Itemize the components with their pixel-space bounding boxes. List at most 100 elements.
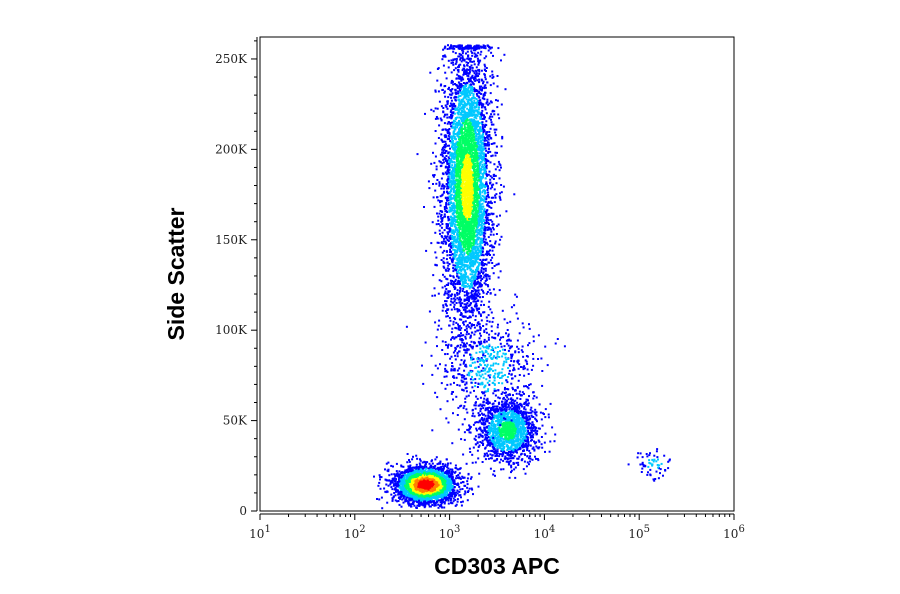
event-dot [463,172,466,175]
event-dot [470,100,473,103]
event-dot [452,398,454,401]
event-dot [478,170,481,173]
event-dot [450,368,453,371]
event-dot [464,248,467,251]
event-dot [449,151,451,154]
event-dot [481,264,484,267]
event-dot [445,225,448,228]
event-dot [468,66,471,68]
event-dot [459,130,462,133]
event-dot [464,233,467,236]
event-dot [463,303,466,306]
event-dot [442,306,445,309]
event-dot [477,295,479,298]
event-dot [439,195,442,198]
event-dot [461,55,464,58]
event-dot [448,165,451,167]
event-dot [453,119,455,122]
event-dot [466,302,469,305]
event-dot [474,305,477,308]
event-dot [471,89,474,92]
event-dot [488,277,491,280]
event-dot [441,223,444,225]
event-dot [457,216,460,219]
event-dot [476,89,479,92]
event-dot [482,290,484,293]
event-dot [460,79,463,82]
event-dot [471,189,474,192]
event-dot [456,208,459,211]
event-dot [457,221,460,224]
event-dot [468,235,471,238]
event-dot [441,183,444,186]
event-dot [453,157,456,160]
event-dot [442,187,445,190]
event-dot [486,254,489,257]
event-dot [471,178,474,181]
event-dot [450,344,453,347]
event-dot [471,182,474,185]
event-dot [445,159,447,162]
event-dot [464,282,467,285]
event-dot [458,143,461,146]
event-dot [445,250,448,253]
event-dot [445,288,448,290]
event-dot [464,123,467,125]
event-dot [483,274,486,277]
event-dot [472,239,475,242]
event-dot [459,107,462,110]
event-dot [466,119,468,122]
event-dot [467,171,470,174]
event-dot [468,218,470,220]
event-dot [469,189,472,192]
event-dot [473,163,475,166]
event-dot [462,110,465,113]
event-dot [467,96,470,99]
event-dot [483,172,486,174]
event-dot [454,354,457,357]
event-dot [461,113,463,116]
event-dot [489,227,492,230]
event-dot [489,100,492,103]
event-dot [467,126,470,129]
event-dot [444,292,447,295]
event-dot [484,158,487,160]
event-dot [462,380,465,383]
event-dot [443,249,446,252]
event-dot [459,148,462,151]
event-dot [462,287,465,290]
event-dot [445,203,448,206]
event-dot [486,136,488,139]
event-dot [447,175,450,178]
event-dot [438,181,441,184]
event-dot [460,119,463,122]
event-dot [478,70,481,73]
event-dot [456,218,459,221]
event-dot [457,237,460,240]
event-dot [454,246,457,248]
event-dot [483,166,486,169]
event-dot [476,309,479,312]
event-dot [475,229,478,232]
event-dot [457,324,460,327]
event-dot [456,308,459,311]
event-dot [480,225,483,228]
event-dot [464,280,467,283]
event-dot [469,273,472,276]
event-dot [441,217,444,220]
event-dot [451,183,454,186]
event-dot [462,108,465,111]
event-dot [467,47,470,50]
event-dot [450,171,453,174]
event-dot [448,228,451,231]
event-dot [483,87,486,90]
event-dot [471,297,474,300]
event-dot [481,221,484,224]
event-dot [481,148,484,151]
event-dot [467,203,470,206]
event-dot [457,55,460,58]
event-dot [460,234,463,236]
event-dot [475,168,478,171]
event-dot [489,308,492,311]
event-dot [472,129,475,132]
